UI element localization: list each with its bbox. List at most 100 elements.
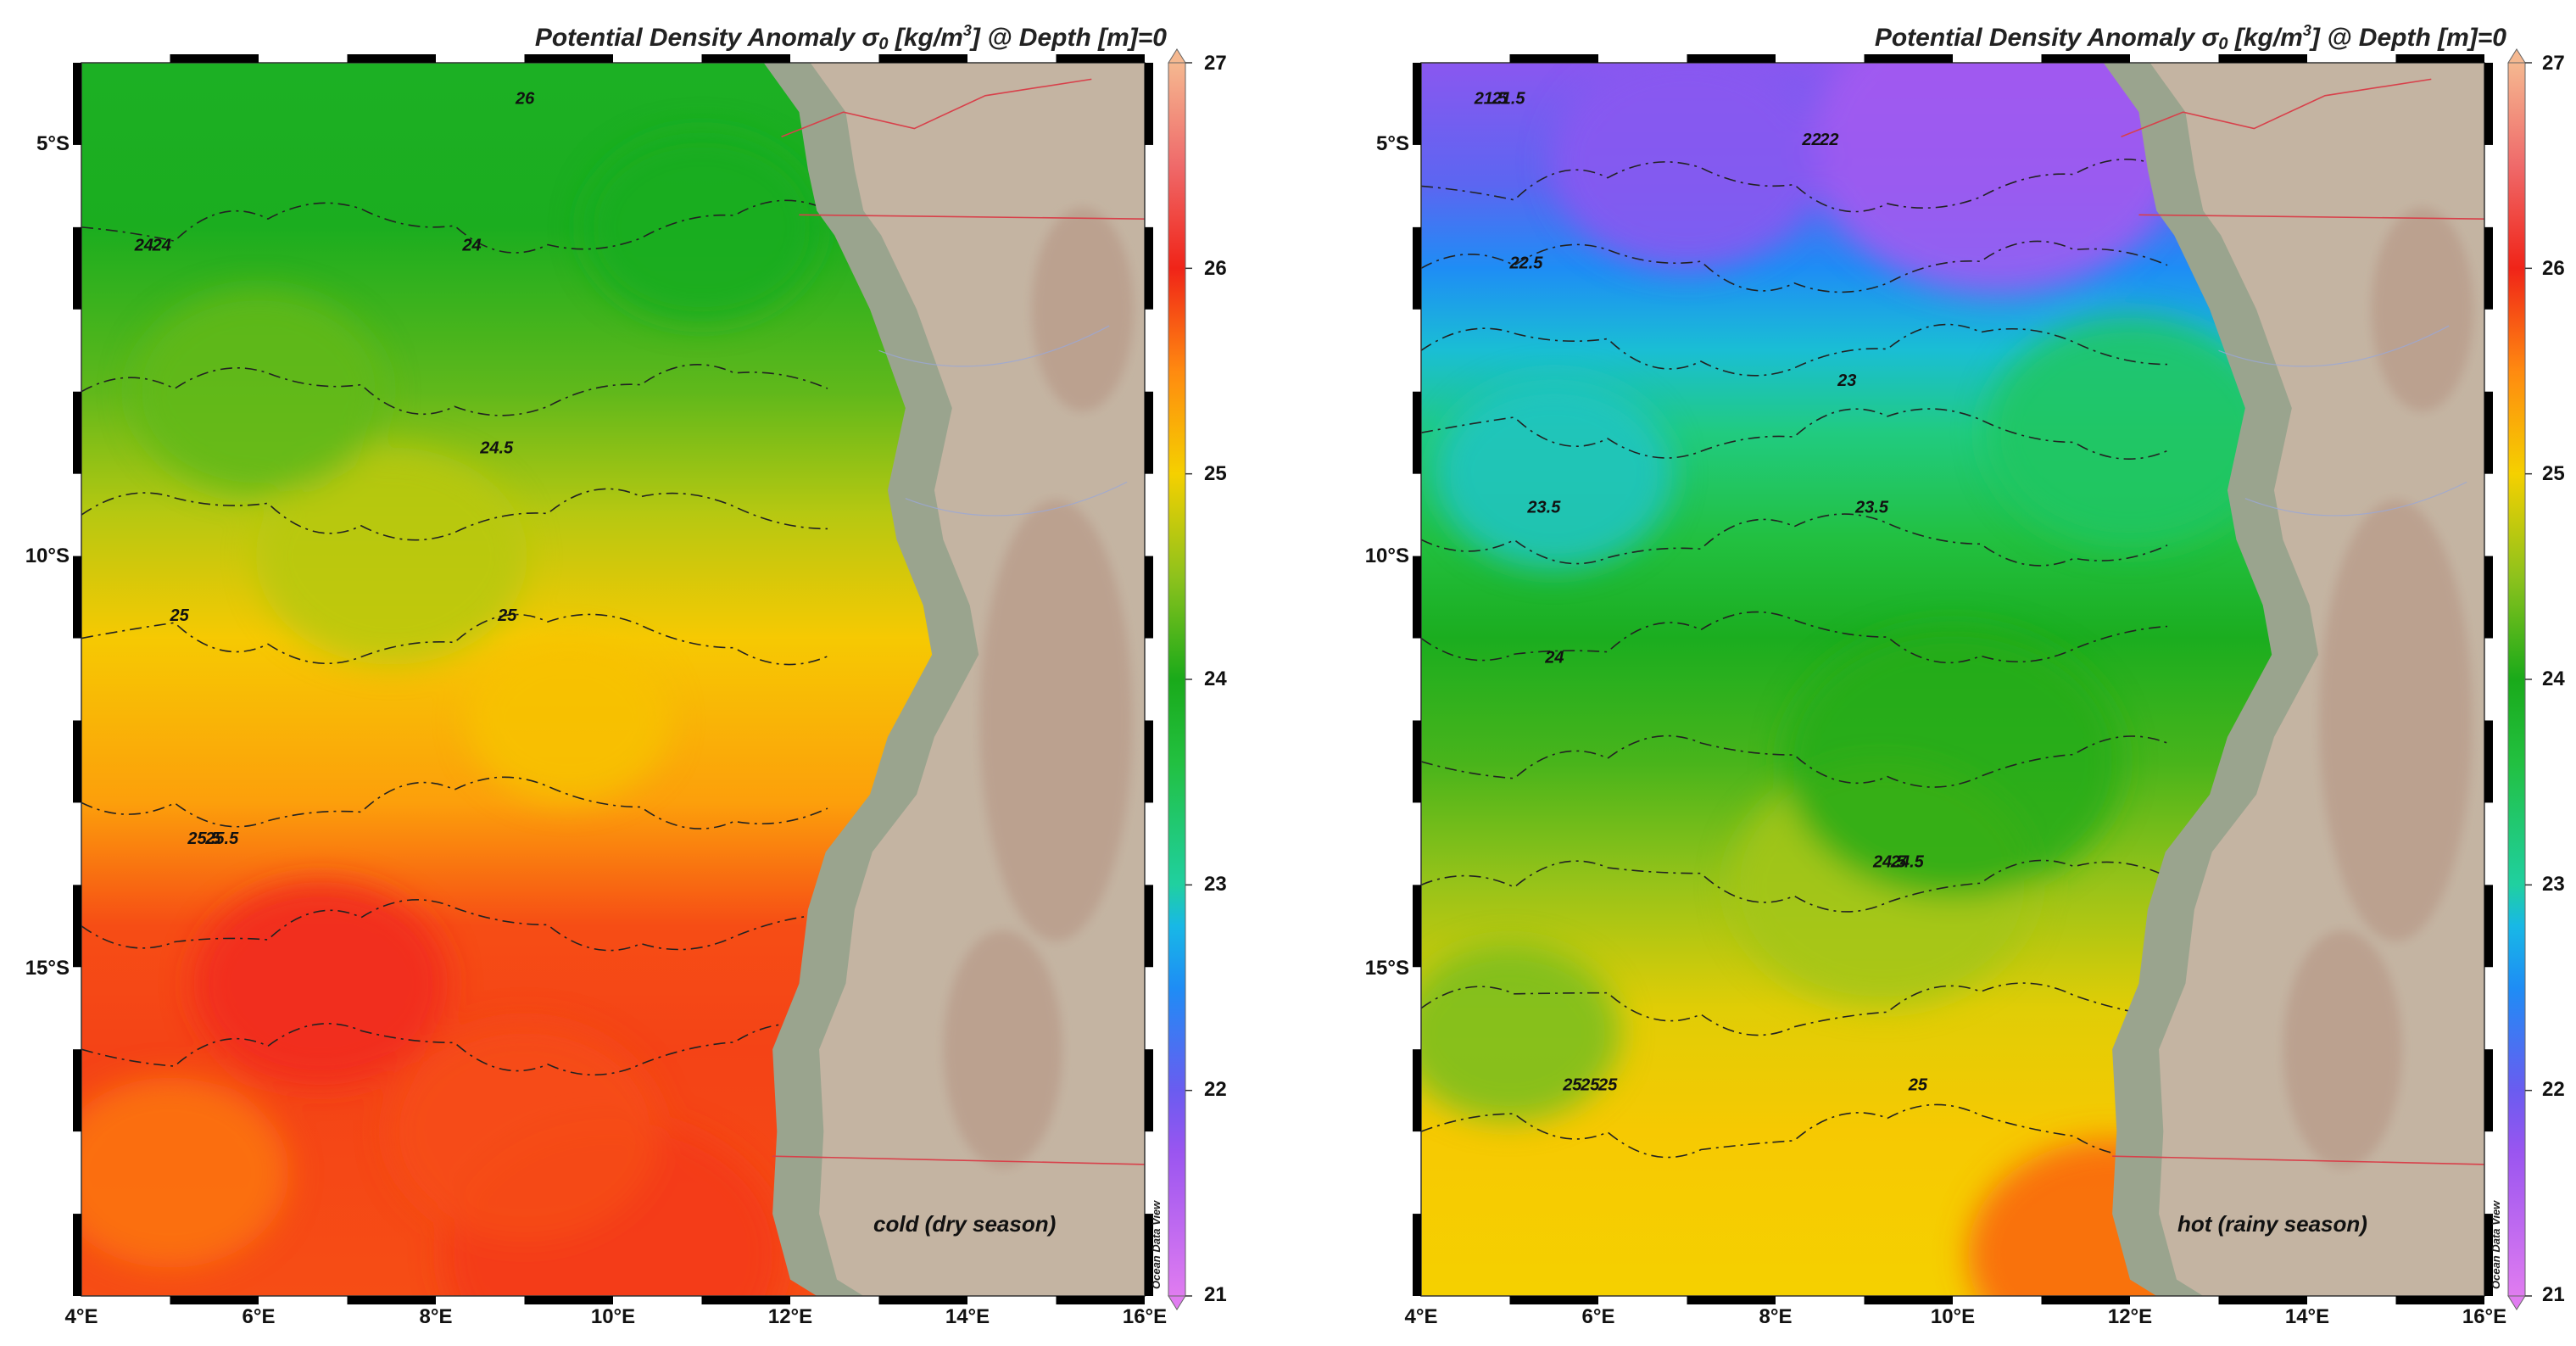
tick-bar-top — [524, 54, 613, 63]
contour-label: 25 — [170, 606, 190, 625]
field-patch — [1783, 625, 2122, 897]
colorbar-label-21-left: 21 — [1204, 1283, 1227, 1306]
colorbar-label-27-left: 27 — [1204, 52, 1227, 75]
tick-bar-left — [1413, 226, 1421, 310]
tick-bar-top — [1687, 54, 1776, 63]
field-patch — [1986, 317, 2274, 549]
tick-bar-right — [1145, 226, 1153, 310]
contour-line — [1421, 408, 2168, 460]
relief-patch — [943, 930, 1062, 1169]
border-line — [2112, 1155, 2484, 1165]
tick-bar-right — [2484, 63, 2493, 145]
odv-credit-left: Ocean Data View — [1150, 1200, 1163, 1289]
tick-bar-left — [73, 556, 81, 639]
contour-label: 22.5 — [1509, 254, 1544, 272]
frame-ticks — [73, 54, 1153, 1304]
contour-label: 21.5 — [1492, 89, 1526, 108]
tick-bar-left — [1413, 63, 1421, 145]
tick-bar-right — [1145, 885, 1153, 968]
contour-label: 26 — [515, 89, 535, 108]
contour-line — [1421, 734, 2168, 788]
contour-line — [1421, 1103, 2168, 1159]
contour-label: 24 — [134, 237, 153, 255]
field-variation — [81, 131, 821, 1296]
colorbar-label-24-right: 24 — [2542, 667, 2565, 690]
field-patch — [81, 1077, 289, 1268]
relief-patch — [1031, 207, 1134, 411]
panel-title-left: Potential Density Anomaly σ0 [kg/m3] @ D… — [534, 22, 1167, 53]
lon-label-14e-right: 14°E — [2284, 1305, 2330, 1328]
river — [2218, 325, 2450, 367]
tick-bar-top — [347, 54, 436, 63]
contour-line — [81, 199, 828, 254]
lat-label-10s-right: 10°S — [1364, 545, 1409, 567]
lon-label-6e-right: 6°E — [1581, 1305, 1615, 1328]
tick-bar-top — [701, 54, 790, 63]
lon-label-4e-left: 4°E — [64, 1305, 98, 1328]
tick-bar-right — [2484, 885, 2493, 968]
colorbar-label-22-left: 22 — [1204, 1078, 1227, 1101]
colorbar-arrow-top — [2507, 48, 2526, 64]
border-line — [2138, 214, 2484, 220]
colorbar-label-25-left: 25 — [1204, 462, 1227, 485]
relief-patch — [2283, 930, 2402, 1169]
border-line — [781, 78, 1092, 137]
tick-bar-left — [1413, 391, 1421, 474]
contour-line — [81, 1023, 828, 1076]
lon-label-16e-left: 16°E — [1122, 1305, 1168, 1328]
season-label-cold: cold (dry season) — [873, 1211, 1057, 1237]
river — [905, 481, 1128, 517]
tick-bar-right — [2484, 720, 2493, 803]
lat-label-5s-right: 5°S — [1376, 132, 1409, 155]
season-label-hot: hot (rainy season) — [2177, 1211, 2367, 1237]
lon-label-4e-right: 4°E — [1404, 1305, 1438, 1328]
contour-label: 22 — [1801, 131, 1820, 149]
contour-line — [1421, 159, 2168, 213]
field-patch — [583, 131, 821, 322]
tick-bar-left — [73, 720, 81, 803]
lat-label-5s-left: 5°S — [36, 132, 70, 155]
tick-bar-right — [1145, 556, 1153, 639]
tick-bar-bottom — [2395, 1296, 2484, 1304]
tick-bar-right — [2484, 556, 2493, 639]
contour-lines — [81, 199, 828, 1076]
colorbar-label-26-right: 26 — [2542, 257, 2565, 280]
odv-credit-right: Ocean Data View — [2490, 1200, 2502, 1289]
relief-patch — [2319, 500, 2473, 941]
contour-line — [1421, 611, 2168, 664]
colorbar-label-24-left: 24 — [1204, 667, 1227, 690]
contour-line — [1421, 240, 2168, 293]
contour-label: 24.5 — [1890, 853, 1925, 872]
contour-labels: 21.5 22 21.5 22 22.5 23 23.5 23.5 24 24.5 25 24.5 25… — [1474, 89, 1928, 1094]
tick-bar-top — [878, 54, 967, 63]
field-patch — [131, 289, 386, 494]
tick-bar-bottom — [1056, 1296, 1145, 1304]
relief-patch — [979, 500, 1133, 941]
field-patch — [193, 881, 449, 1086]
tick-bar-left — [73, 391, 81, 474]
tick-bar-bottom — [1509, 1296, 1598, 1304]
colorbar — [2507, 48, 2532, 1310]
tick-bar-bottom — [2041, 1296, 2130, 1304]
tick-bar-top — [2395, 54, 2484, 63]
contour-line — [1421, 323, 2168, 377]
colorbar-label-27-right: 27 — [2542, 52, 2565, 75]
tick-bar-right — [2484, 1214, 2493, 1296]
field-patch — [388, 1023, 661, 1241]
contour-lines — [1421, 159, 2168, 1159]
field-patch — [1810, 63, 2184, 294]
tick-bar-bottom — [2218, 1296, 2307, 1304]
tick-bar-bottom — [878, 1296, 967, 1304]
tick-bar-top — [1056, 54, 1145, 63]
map-area — [81, 63, 1145, 1296]
contour-line — [81, 899, 828, 952]
relief-patch — [2371, 207, 2473, 411]
colorbar-gradient — [1168, 62, 1186, 1297]
tick-bar-bottom — [1864, 1296, 1953, 1304]
contour-line — [81, 613, 828, 666]
tick-bar-top — [1509, 54, 1598, 63]
tick-bar-top — [1864, 54, 1953, 63]
tick-bar-left — [1413, 1049, 1421, 1132]
